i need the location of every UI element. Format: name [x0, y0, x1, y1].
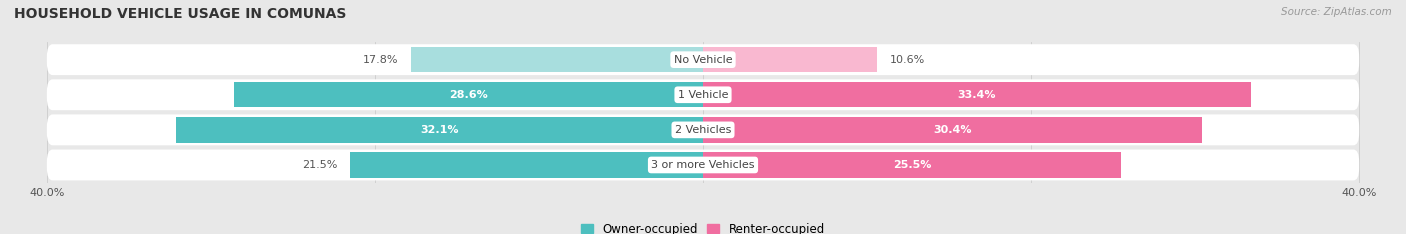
Text: 30.4%: 30.4% — [934, 125, 972, 135]
Text: 10.6%: 10.6% — [890, 55, 925, 65]
Text: 32.1%: 32.1% — [420, 125, 458, 135]
Text: 2 Vehicles: 2 Vehicles — [675, 125, 731, 135]
Text: 1 Vehicle: 1 Vehicle — [678, 90, 728, 100]
Bar — [233, 82, 703, 107]
Bar — [703, 47, 877, 72]
Bar — [703, 82, 1251, 107]
Text: 3 or more Vehicles: 3 or more Vehicles — [651, 160, 755, 170]
Legend: Owner-occupied, Renter-occupied: Owner-occupied, Renter-occupied — [581, 223, 825, 234]
FancyBboxPatch shape — [46, 150, 1360, 180]
Text: 21.5%: 21.5% — [302, 160, 337, 170]
Bar — [411, 47, 703, 72]
Text: 33.4%: 33.4% — [957, 90, 997, 100]
FancyBboxPatch shape — [46, 114, 1360, 145]
FancyBboxPatch shape — [46, 79, 1360, 110]
Text: 25.5%: 25.5% — [893, 160, 931, 170]
Text: 40.0%: 40.0% — [1341, 188, 1376, 198]
Text: Source: ZipAtlas.com: Source: ZipAtlas.com — [1281, 7, 1392, 17]
Text: 28.6%: 28.6% — [449, 90, 488, 100]
Text: HOUSEHOLD VEHICLE USAGE IN COMUNAS: HOUSEHOLD VEHICLE USAGE IN COMUNAS — [14, 7, 346, 21]
Bar — [177, 117, 703, 143]
Bar — [703, 117, 1202, 143]
Text: 17.8%: 17.8% — [363, 55, 398, 65]
Text: 40.0%: 40.0% — [30, 188, 65, 198]
FancyBboxPatch shape — [46, 44, 1360, 75]
Bar — [703, 152, 1122, 178]
Text: No Vehicle: No Vehicle — [673, 55, 733, 65]
Bar — [350, 152, 703, 178]
